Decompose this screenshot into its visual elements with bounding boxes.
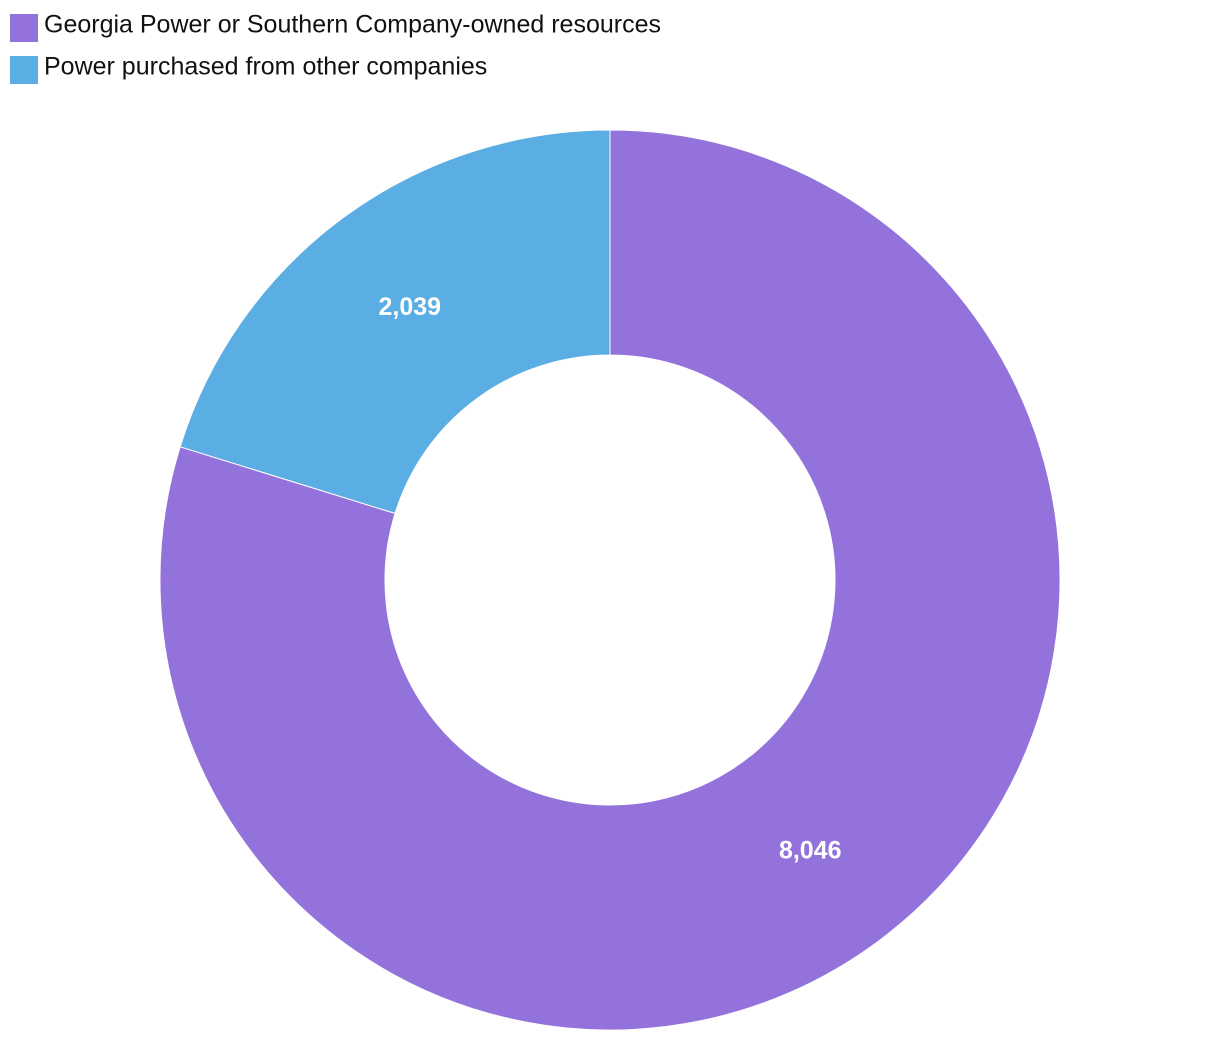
legend-label: Georgia Power or Southern Company-owned … — [44, 11, 661, 39]
value-label: 8,046 — [779, 836, 842, 864]
donut-slice — [159, 129, 1061, 1031]
legend-swatch — [10, 56, 38, 84]
donut-slice — [179, 129, 611, 515]
value-label: 2,039 — [378, 293, 441, 321]
legend-label: Power purchased from other companies — [44, 53, 487, 81]
legend-swatch — [10, 14, 38, 42]
